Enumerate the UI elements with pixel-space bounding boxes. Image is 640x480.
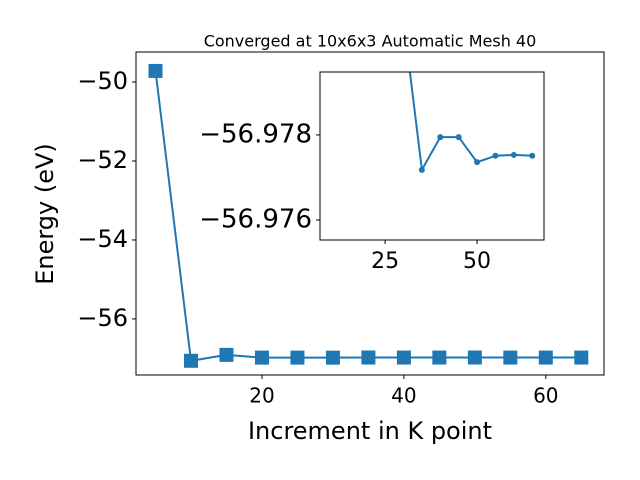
x-tick-label: 50 [463,249,491,274]
data-point [254,350,269,365]
data-point [503,350,518,365]
data-point [492,152,499,159]
data-point [529,152,536,159]
data-point [474,159,481,166]
data-point [290,350,305,365]
data-point [574,350,589,365]
data-point [148,63,163,78]
x-tick-label: 20 [249,384,274,408]
data-point [183,353,198,368]
x-axis-label: Increment in K point [248,417,492,445]
plot-layer [400,17,536,173]
axes-frame [135,51,605,376]
data-point [432,350,447,365]
data-point [510,151,517,158]
data-point [361,350,376,365]
y-tick-label: −56 [77,304,128,332]
data-point [467,350,482,365]
x-tick-label: 25 [371,249,399,274]
y-tick-label: −54 [77,225,128,253]
y-tick-label: −56.978 [199,119,312,149]
y-tick-label: −52 [77,146,128,174]
plot-layer [148,63,589,368]
data-point [455,134,462,141]
y-axis-label: Energy (eV) [31,143,59,285]
data-point [219,347,234,362]
data-point [418,166,425,173]
chart-title: Converged at 10x6x3 Automatic Mesh 40 [204,32,537,51]
data-point [437,134,444,141]
x-tick-label: 60 [533,384,558,408]
axes-frame [319,71,545,241]
data-point [538,350,553,365]
data-line [408,72,533,173]
data-point [396,350,411,365]
y-tick-label: −50 [77,67,128,95]
x-tick-label: 40 [391,384,416,408]
data-point [400,17,406,23]
data-point [325,350,340,365]
y-tick-label: −56.976 [199,205,312,235]
